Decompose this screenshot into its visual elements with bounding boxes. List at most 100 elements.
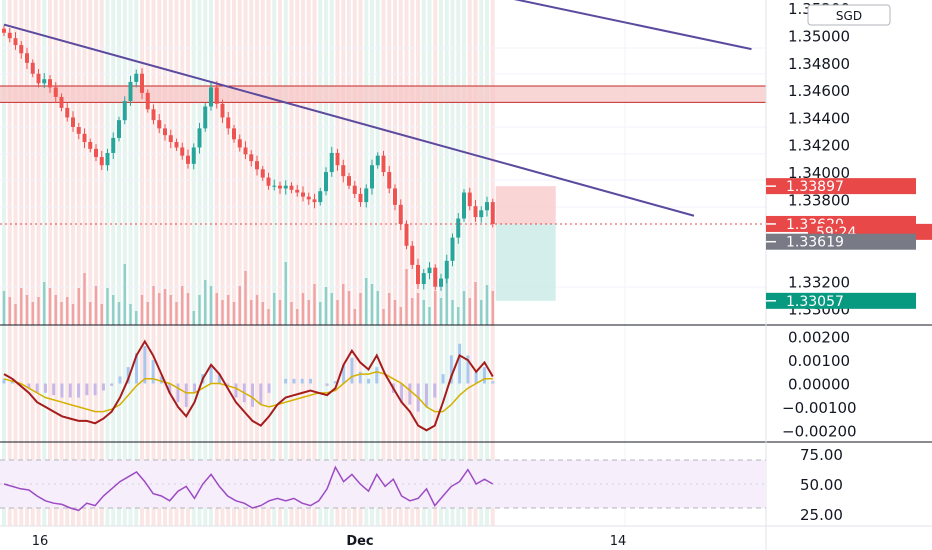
session-stripe xyxy=(122,0,127,526)
candle xyxy=(36,68,41,88)
candle xyxy=(209,82,213,111)
candle xyxy=(122,96,127,125)
macd-histogram-bar xyxy=(68,383,72,398)
macd-tick-label: 0.00200 xyxy=(788,329,850,347)
trendlines[interactable] xyxy=(3,0,752,217)
macd-histogram-bar xyxy=(35,383,39,393)
volume-bar xyxy=(422,300,425,325)
macd-histogram-bar xyxy=(292,378,296,384)
volume-bar xyxy=(186,293,190,325)
candle xyxy=(140,68,144,100)
candle xyxy=(197,122,202,154)
position-stop-zone[interactable] xyxy=(495,186,556,224)
volume-bar xyxy=(313,284,316,325)
volume-bar xyxy=(462,291,466,325)
session-stripe xyxy=(42,0,47,526)
macd-histogram-bar xyxy=(101,383,105,391)
session-stripe xyxy=(13,0,18,526)
session-stripe xyxy=(329,0,334,526)
position-target-zone[interactable] xyxy=(495,223,556,301)
candle xyxy=(168,129,173,149)
volume-bar xyxy=(474,282,477,325)
volume-bar xyxy=(416,293,420,325)
rsi-tick-label: 50.00 xyxy=(800,476,843,494)
macd-histogram-bar xyxy=(284,378,288,384)
macd-histogram-bar xyxy=(2,378,6,384)
candle xyxy=(479,206,484,223)
session-stripe xyxy=(226,0,231,526)
price-tick-label: 1.34600 xyxy=(788,82,850,100)
macd-histogram-bar xyxy=(52,383,56,396)
candle xyxy=(214,81,219,109)
session-stripe xyxy=(301,0,305,526)
volume-bar xyxy=(244,271,247,325)
candle xyxy=(283,180,288,195)
candle xyxy=(266,172,271,190)
session-stripe xyxy=(404,0,409,526)
trendline[interactable] xyxy=(3,23,695,217)
candle xyxy=(370,159,374,195)
macd-histogram-bar xyxy=(60,383,64,398)
volume-bar xyxy=(112,295,115,325)
volume-bar xyxy=(198,295,201,325)
macd-histogram-bar xyxy=(135,353,139,384)
candle xyxy=(404,220,409,250)
price-tick-label: 1.34000 xyxy=(788,164,850,182)
resistance-zone[interactable] xyxy=(0,86,766,103)
session-stripe xyxy=(209,0,213,526)
session-stripe xyxy=(381,0,386,526)
session-stripe xyxy=(358,0,363,526)
macd-axis-labels: 0.00200 0.00100 0.00000 −0.00100 −0.00200 xyxy=(782,329,857,441)
candle xyxy=(2,25,6,37)
candle xyxy=(174,138,179,151)
volume-bar xyxy=(14,304,17,325)
session-stripe xyxy=(157,0,162,526)
session-stripe xyxy=(370,0,374,526)
volume-bar xyxy=(94,286,98,325)
trendline[interactable] xyxy=(493,0,752,51)
volume-bar xyxy=(290,302,293,325)
session-stripe xyxy=(398,0,403,526)
candle xyxy=(335,148,340,171)
volume-bar xyxy=(123,264,126,325)
macd-histogram-bar xyxy=(193,383,197,393)
volume-bar xyxy=(60,302,63,325)
currency-badge[interactable]: SGD xyxy=(807,4,891,26)
macd-histogram xyxy=(2,343,495,412)
candle xyxy=(278,181,282,194)
session-stripe xyxy=(71,0,75,526)
macd-histogram-bar xyxy=(234,383,238,398)
volume-bar xyxy=(261,302,264,325)
time-axis-labels[interactable]: 16 Dec 14 xyxy=(32,534,627,549)
volume-bar xyxy=(2,291,6,325)
macd-histogram-bar xyxy=(491,381,495,384)
volume-bar xyxy=(399,307,402,325)
session-stripe xyxy=(249,0,254,526)
candle xyxy=(88,138,93,153)
candle xyxy=(467,187,472,211)
macd-histogram-bar xyxy=(126,367,130,384)
macd-histogram-bar xyxy=(151,360,155,384)
price-axis-labels[interactable]: 1.352001.350001.348001.346001.344001.342… xyxy=(788,0,850,318)
price-tick-label: 1.35000 xyxy=(788,28,850,46)
session-stripe xyxy=(312,0,317,526)
session-stripe xyxy=(473,0,478,526)
macd-histogram-bar xyxy=(176,383,180,403)
price-tick-label: 1.33200 xyxy=(788,273,850,291)
session-stripe xyxy=(151,0,156,526)
candle xyxy=(111,132,116,160)
price-tag: 1.33897 xyxy=(766,178,916,195)
volume-bar xyxy=(232,302,236,325)
volume-bar xyxy=(324,287,328,325)
rsi-axis-labels: 75.00 50.00 25.00 xyxy=(800,446,843,524)
macd-histogram-bar xyxy=(350,357,354,384)
macd-histogram-bar xyxy=(184,383,188,407)
volume-bar xyxy=(169,295,172,325)
volume-bar xyxy=(129,304,132,325)
time-tick-label: Dec xyxy=(346,534,373,549)
macd-histogram-bar xyxy=(309,378,313,384)
session-stripe xyxy=(433,0,438,526)
volume-bar xyxy=(152,286,155,325)
rsi-line xyxy=(3,465,494,512)
